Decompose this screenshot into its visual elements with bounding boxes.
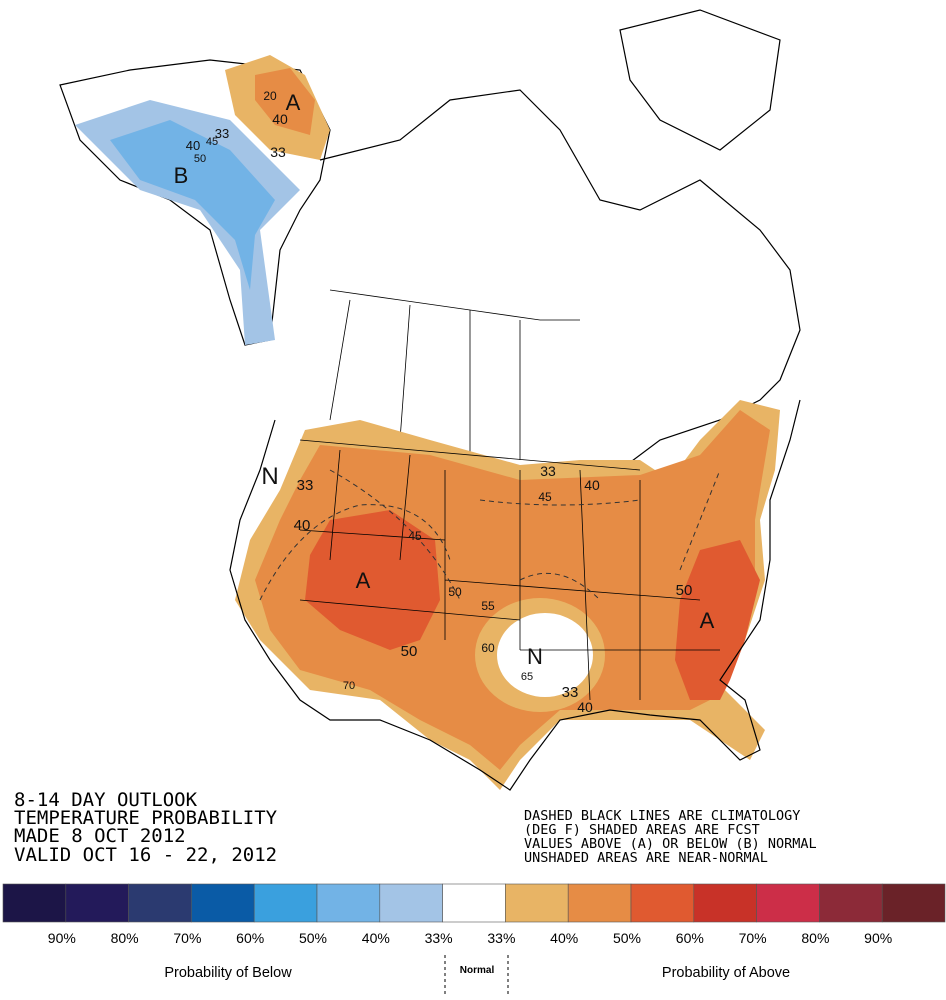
map-label: 70 [343,680,355,692]
below-label: Probability of Below [164,965,292,981]
legend-swatch [567,883,632,923]
above-label: Probability of Above [662,965,790,981]
legend-label: 33% [487,930,515,946]
state-borders [299,439,720,701]
map-label: 60 [481,641,495,655]
legend-titles: Probability of Below Normal Probability … [164,965,790,981]
legend-label: 40% [362,930,390,946]
title-line: VALID OCT 16 - 22, 2012 [14,844,277,866]
legend-swatch [819,883,883,923]
map-label: 65 [521,671,533,683]
map-label: 50 [401,643,418,660]
map-label: 20 [263,89,277,103]
legend-label: 90% [48,930,76,946]
map-label: 40 [272,111,288,127]
legend-label: 70% [173,930,201,946]
legend-swatch [442,883,506,923]
legend-label: 40% [550,930,578,946]
note-line: (DEG F) SHADED AREAS ARE FCST [524,822,760,838]
legend-swatch [756,883,820,923]
map-label: 50 [194,153,206,165]
map-label: 45 [206,136,218,148]
map-label: 45 [408,529,422,543]
map-label: A [700,608,715,633]
legend-swatch [881,883,946,923]
legend-swatch [65,883,129,923]
normal-label: Normal [460,965,495,976]
legend-label: 70% [739,930,767,946]
map-label: 40 [577,699,593,715]
legend-swatch [128,883,192,923]
legend-label: 60% [236,930,264,946]
map-label: A [286,90,301,115]
title-line: 8-14 DAY OUTLOOK [14,789,198,811]
map-label: 50 [448,585,462,599]
province-borders [329,289,580,460]
legend-label: 50% [613,930,641,946]
legend: 90% 80% 70% 60% 50% 40% 33% 33% 40% 50% 60% 70% 80% 9… [2,883,946,946]
map-label: 40 [584,477,600,493]
map-label: 45 [538,490,552,504]
map-label: 33 [540,463,556,479]
legend-swatch [2,883,67,923]
map-label: 50 [676,582,693,599]
alaska-below-core [110,120,275,290]
legend-swatch [253,883,318,923]
map-label: 40 [294,517,311,534]
legend-label: 33% [425,930,453,946]
legend-swatch [191,883,255,923]
notes: DASHED BLACK LINES ARE CLIMATOLOGY (DEG … [524,808,817,866]
legend-swatch [693,883,757,923]
legend-label: 60% [676,930,704,946]
legend-label: 90% [864,930,892,946]
legend-swatch [630,883,695,923]
map-label: 33 [297,477,314,494]
map-label: A [356,568,371,593]
legend-swatch [505,883,569,923]
usa-coast [229,399,801,791]
map-label: 33 [215,126,229,141]
east-above-core [675,540,760,700]
usa-above-area [255,410,770,770]
map-label: B [174,163,189,188]
legend-label: 80% [801,930,829,946]
legend-label: 80% [111,930,139,946]
legend-swatch [379,883,443,923]
title-line: MADE 8 OCT 2012 [14,825,186,847]
map-label: 33 [270,144,286,160]
near-normal-area [497,613,593,697]
map-label: 40 [186,138,200,153]
legend-swatch [316,883,381,923]
title-line: TEMPERATURE PROBABILITY [14,807,278,829]
note-line: VALUES ABOVE (A) OR BELOW (B) NORMAL [524,836,817,852]
note-line: UNSHADED AREAS ARE NEAR-NORMAL [524,850,768,866]
greenland-coast [619,9,781,151]
west-above-core [305,510,440,650]
alaska-above-core [255,68,315,135]
map-label: 33 [562,684,579,701]
map-label: N [527,644,543,669]
outlook-title: 8-14 DAY OUTLOOK TEMPERATURE PROBABILITY… [14,789,278,866]
note-line: DASHED BLACK LINES ARE CLIMATOLOGY [524,808,800,824]
map [59,9,801,791]
map-label: 55 [481,599,495,613]
legend-label: 50% [299,930,327,946]
map-label: N [261,463,278,490]
